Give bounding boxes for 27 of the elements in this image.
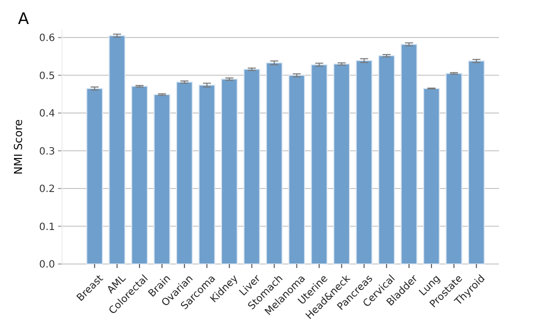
bar bbox=[400, 44, 418, 264]
y-tick-label: 0.5 bbox=[39, 70, 55, 82]
y-tick-label: 0.2 bbox=[39, 184, 55, 196]
bar bbox=[446, 72, 462, 264]
bar bbox=[243, 68, 260, 264]
y-tick-label: 0.3 bbox=[39, 146, 55, 158]
bar bbox=[310, 64, 328, 264]
bar bbox=[288, 74, 306, 264]
bar bbox=[266, 62, 283, 264]
bar bbox=[356, 60, 372, 264]
bar bbox=[131, 86, 148, 264]
bar bbox=[220, 78, 238, 264]
bar bbox=[468, 60, 485, 264]
bar bbox=[378, 55, 395, 264]
y-tick-label: 0.1 bbox=[39, 222, 55, 233]
chart-title: A bbox=[18, 9, 29, 28]
bar bbox=[333, 63, 350, 264]
y-tick-label: 0.0 bbox=[39, 260, 55, 270]
bar bbox=[108, 35, 126, 264]
y-axis-title: NMI Score bbox=[12, 119, 25, 175]
y-tick-label: 0.4 bbox=[39, 108, 55, 120]
bar bbox=[86, 88, 103, 264]
bar bbox=[423, 88, 440, 264]
bar bbox=[154, 94, 170, 264]
bar bbox=[176, 82, 193, 264]
y-tick-label: 0.6 bbox=[39, 33, 55, 44]
bar bbox=[198, 84, 216, 264]
